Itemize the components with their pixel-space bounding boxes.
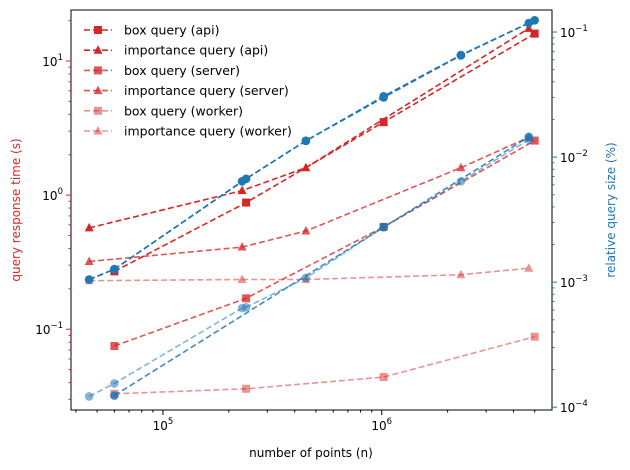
square-marker bbox=[379, 373, 388, 382]
triangle-marker bbox=[301, 162, 311, 172]
legend-label: box query (server) bbox=[124, 63, 240, 78]
legend-item: box query (server) bbox=[84, 63, 240, 78]
triangle-marker bbox=[456, 269, 466, 279]
series-line bbox=[113, 136, 530, 397]
circle-marker bbox=[241, 302, 251, 312]
square-marker bbox=[242, 198, 251, 207]
left-tick-label: 10−1 bbox=[35, 321, 63, 337]
series-4 bbox=[110, 332, 539, 398]
x-tick-label: 106 bbox=[371, 417, 392, 433]
legend-label: importance query (api) bbox=[124, 43, 268, 58]
series-line bbox=[89, 136, 530, 263]
left-axis-title: query response time (s) bbox=[9, 138, 23, 281]
circle-marker bbox=[301, 273, 311, 283]
right-tick-label: 10−4 bbox=[560, 399, 588, 415]
circle-marker bbox=[379, 222, 388, 232]
square-marker bbox=[242, 294, 251, 303]
square-marker bbox=[110, 342, 119, 351]
triangle-marker bbox=[237, 242, 247, 251]
triangle-marker bbox=[84, 222, 94, 232]
right-tick-label: 10−1 bbox=[560, 24, 588, 40]
left-tick-label: 101 bbox=[42, 53, 63, 69]
circle-marker bbox=[301, 136, 311, 146]
circle-marker bbox=[524, 18, 534, 28]
triangle-marker bbox=[301, 226, 311, 235]
circle-marker bbox=[237, 177, 247, 186]
legend: box query (api) importance query (api) box… bbox=[84, 23, 292, 139]
circle-marker bbox=[84, 392, 94, 401]
circle-marker bbox=[456, 177, 466, 186]
triangle-marker bbox=[93, 126, 103, 135]
series-9 bbox=[84, 135, 534, 401]
square-marker bbox=[94, 26, 102, 34]
series-line bbox=[114, 139, 536, 347]
triangle-marker bbox=[84, 256, 94, 265]
legend-label: importance query (worker) bbox=[124, 124, 292, 139]
legend-item: importance query (server) bbox=[84, 83, 289, 98]
right-tick-label: 10−2 bbox=[560, 149, 588, 165]
circle-marker bbox=[456, 51, 466, 60]
series-line bbox=[114, 335, 535, 395]
legend-item: importance query (api) bbox=[84, 43, 268, 58]
left-tick-label: 100 bbox=[42, 187, 63, 203]
circle-marker bbox=[524, 135, 534, 144]
triangle-marker bbox=[237, 185, 247, 195]
square-marker bbox=[379, 118, 388, 127]
axes-layer: 105 106 10−1 100 101 10−4 10−3 10−2 10−1 bbox=[35, 20, 588, 433]
circle-marker bbox=[379, 93, 388, 102]
series-8 bbox=[110, 132, 534, 400]
square-marker bbox=[530, 29, 539, 38]
square-marker bbox=[94, 106, 102, 115]
circle-marker bbox=[110, 379, 119, 388]
legend-item: importance query (worker) bbox=[84, 124, 292, 139]
right-axis-title: relative query size (%) bbox=[604, 142, 618, 277]
triangle-marker bbox=[93, 85, 103, 95]
series-line bbox=[89, 27, 530, 229]
legend-label: box query (worker) bbox=[124, 103, 243, 118]
triangle-marker bbox=[524, 263, 534, 272]
series-3 bbox=[84, 132, 534, 265]
legend-item: box query (worker) bbox=[84, 103, 243, 118]
right-tick-label: 10−3 bbox=[560, 274, 588, 290]
circle-marker bbox=[84, 275, 94, 284]
series-1 bbox=[84, 23, 534, 232]
triangle-marker bbox=[456, 162, 466, 172]
plot-frame bbox=[70, 9, 553, 411]
x-axis-title: number of points (n) bbox=[249, 446, 373, 460]
legend-item: box query (api) bbox=[84, 23, 219, 38]
series-line bbox=[88, 22, 530, 281]
series-2 bbox=[110, 136, 539, 351]
circle-marker bbox=[110, 391, 119, 400]
legend-label: box query (api) bbox=[124, 23, 219, 38]
square-marker bbox=[530, 136, 539, 145]
triangle-marker bbox=[237, 274, 247, 283]
triangle-marker bbox=[524, 23, 534, 32]
series-7 bbox=[84, 18, 534, 284]
square-marker bbox=[242, 384, 251, 393]
square-marker bbox=[94, 66, 102, 75]
circle-marker bbox=[110, 264, 119, 274]
legend-label: importance query (server) bbox=[124, 83, 289, 98]
x-tick-label: 105 bbox=[153, 417, 174, 433]
square-marker bbox=[530, 332, 539, 341]
triangle-marker bbox=[93, 45, 103, 54]
series-line bbox=[88, 138, 530, 398]
series-layer bbox=[84, 16, 539, 401]
